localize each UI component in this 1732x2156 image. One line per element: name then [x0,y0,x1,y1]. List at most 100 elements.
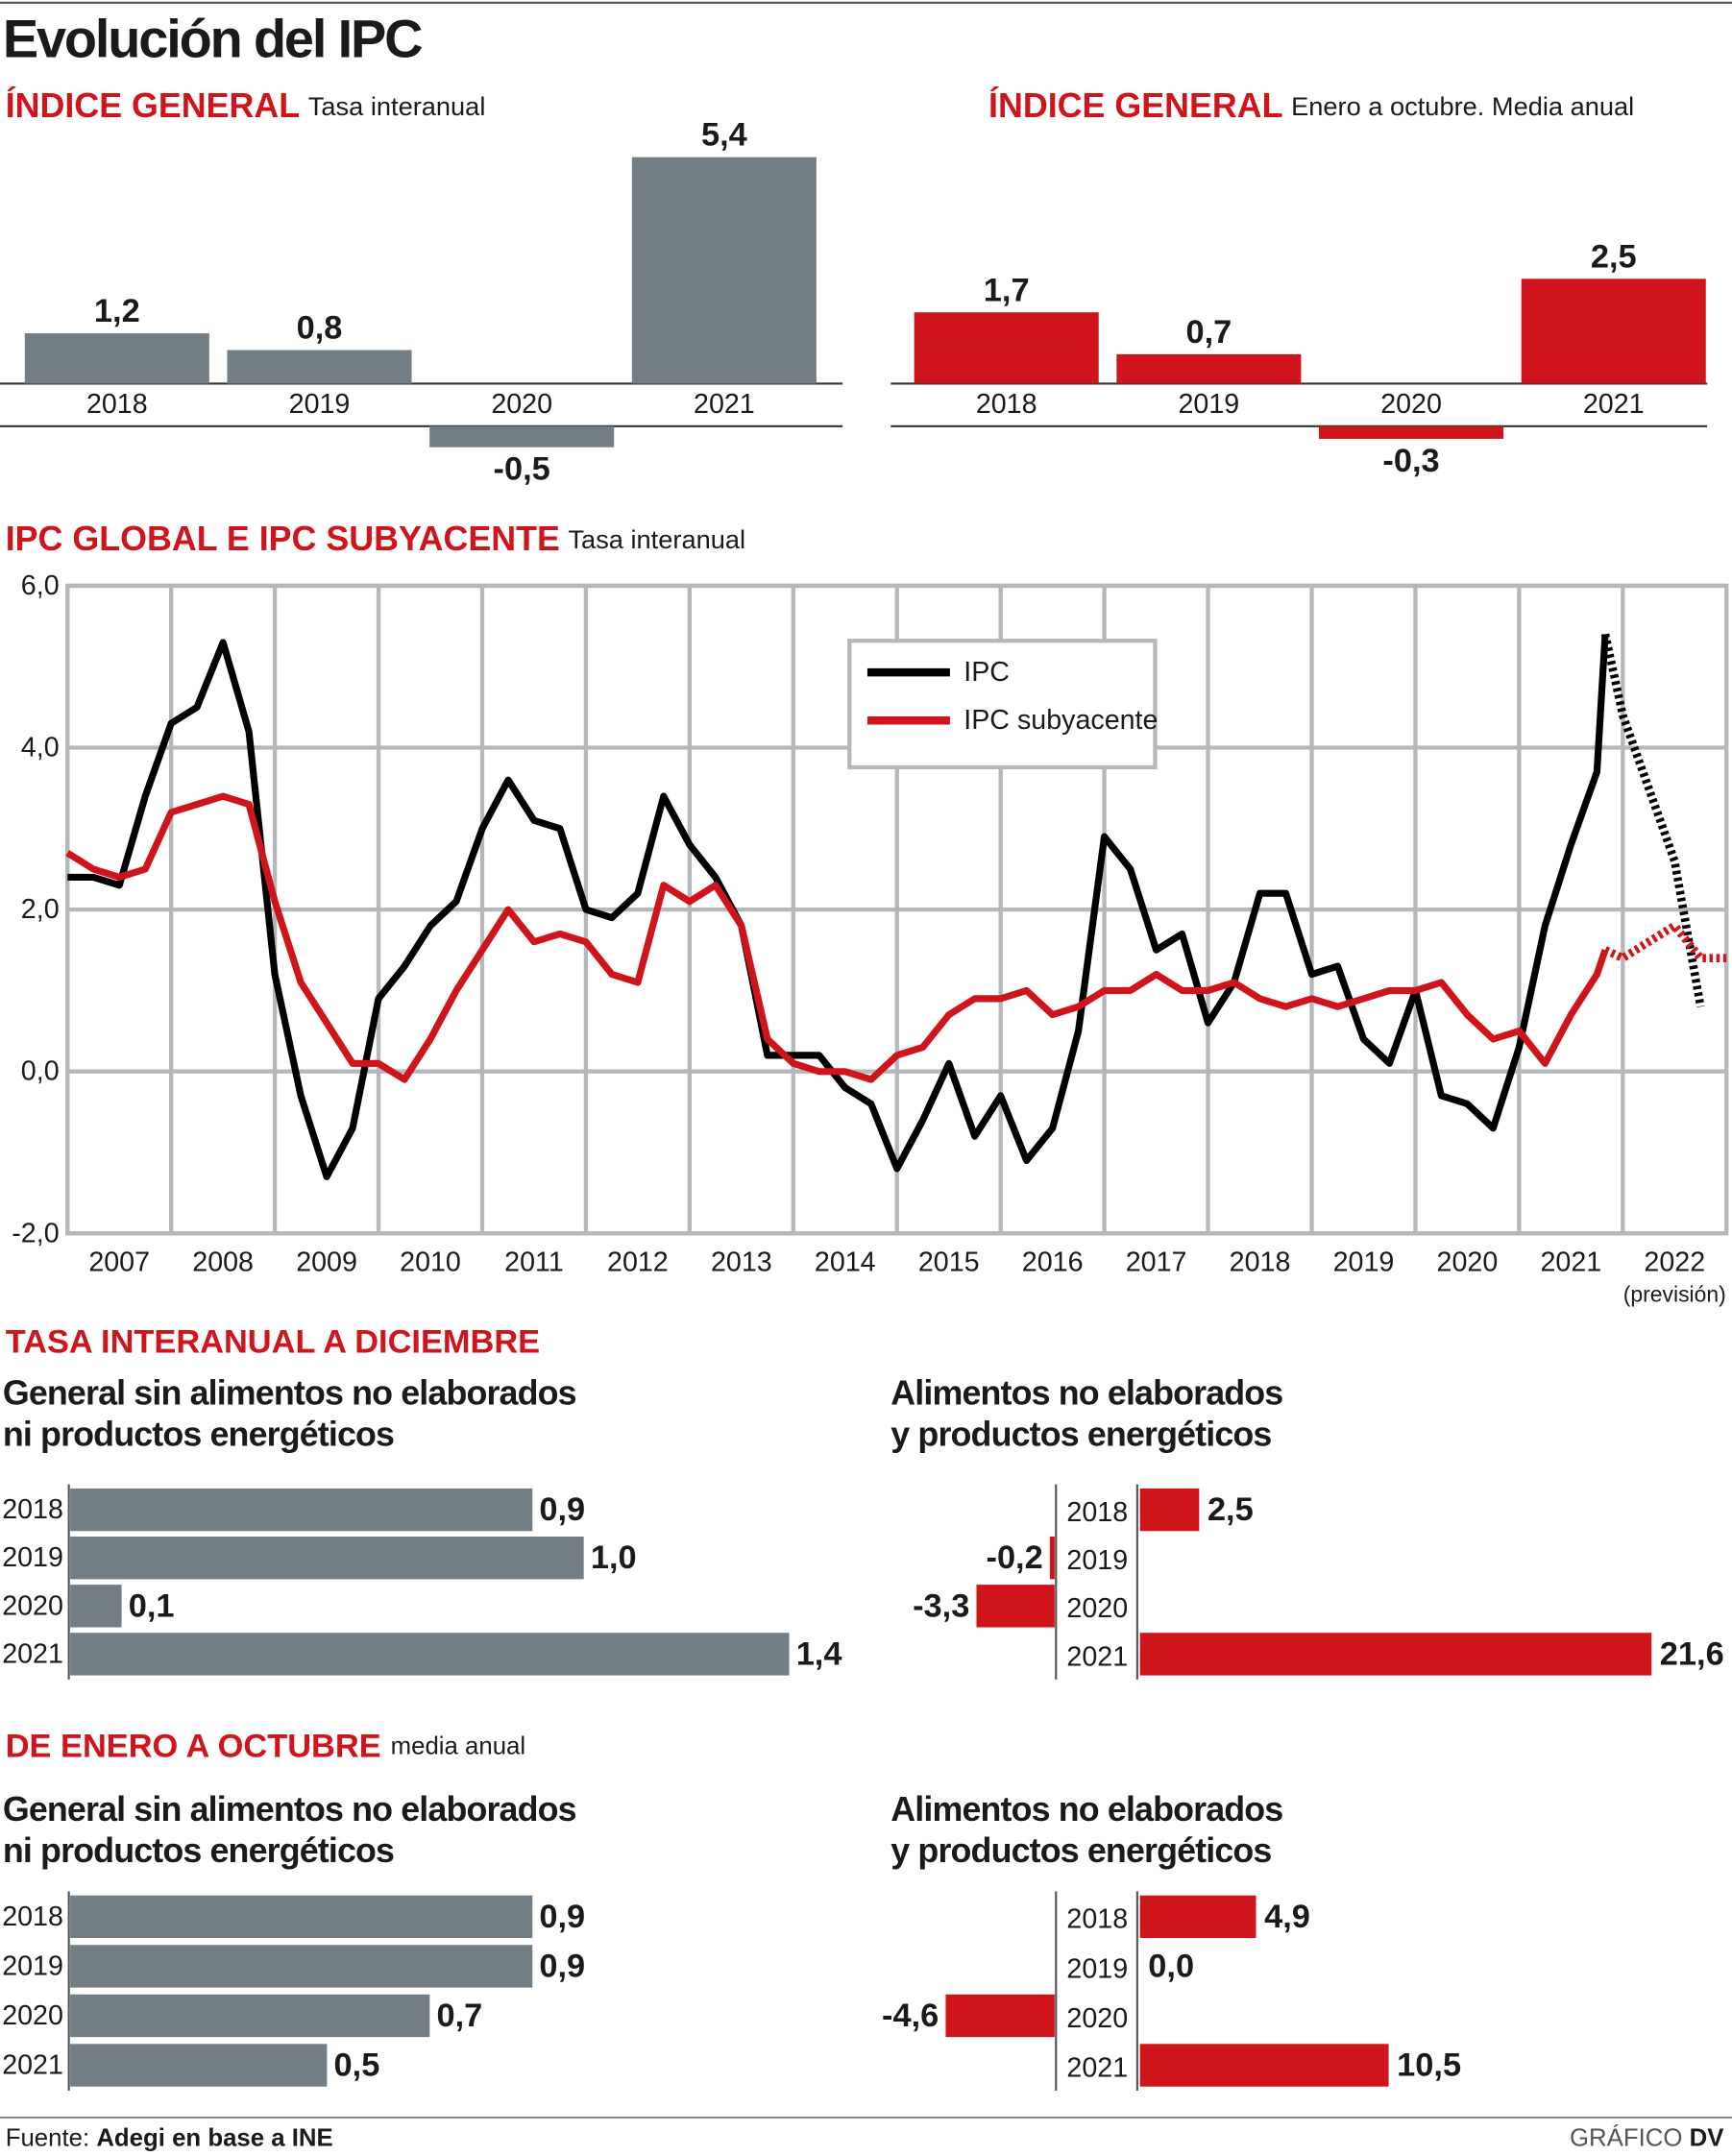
page-title: Evolución del IPC [3,9,422,69]
series-line [65,792,1609,1083]
y-tick-label: 2020 [1066,2003,1128,2034]
legend-label: IPC subyacente [964,705,1158,736]
y-tick-label: 2018 [2,1494,63,1525]
x-tick-label: 2021 [694,389,755,420]
y-tick-label: 0,0 [21,1056,60,1087]
value-label: 0,7 [436,1998,482,2034]
x-tick-label: 2012 [607,1247,669,1277]
bar [1116,353,1302,384]
y-tick-label: 2020 [2,2000,63,2031]
x-tick-label: 2017 [1126,1247,1187,1277]
y-tick-label: 4,0 [21,733,60,763]
bar [24,333,209,384]
y-tick-label: 2018 [1066,1497,1128,1528]
source: Fuente: Adegi en base a INE [6,2124,333,2151]
value-label: 10,5 [1397,2047,1461,2084]
x-tick-label: 2011 [504,1247,564,1277]
source-label: Fuente: [6,2124,89,2151]
x-tick-label: 2013 [711,1247,772,1277]
y-tick-label: 2019 [1066,1545,1128,1576]
bar [945,1994,1055,2038]
chart-heading: ÍNDICE GENERAL Tasa interanual [6,86,486,125]
chart-title: Alimentos no elaborados [890,1790,1282,1829]
value-label: 2,5 [1208,1491,1254,1528]
credit-text: DV [1690,2124,1725,2151]
group-heading: DE ENERO A OCTUBRE media anual [6,1728,525,1764]
y-tick-label: 2020 [2,1590,63,1621]
source-text: Adegi en base a INE [96,2124,332,2151]
bar [227,350,412,384]
legend-label: IPC [964,657,1010,688]
chart-subtitle: Tasa interanual [308,91,486,121]
value-label: 1,7 [984,272,1030,308]
bar [1521,279,1706,384]
value-label: 0,9 [539,1948,585,1984]
x-tick-label: 2016 [1022,1247,1084,1277]
bar [631,157,817,384]
y-tick-label: 2018 [2,1902,63,1932]
x-tick-label: 2020 [491,389,552,420]
bar [70,1536,584,1580]
x-tick-label: 2008 [192,1247,254,1277]
x-tick-label: 2019 [289,389,351,420]
value-label: 0,5 [334,2047,380,2084]
group-heading: TASA INTERANUAL A DICIEMBRE [6,1323,540,1360]
y-tick-label: 2019 [2,1950,63,1981]
x-tick-label: 2021 [1583,389,1645,420]
value-label: 0,9 [539,1491,585,1528]
x-tick-label: 2014 [815,1247,876,1277]
chart-title: ni productos energéticos [3,1831,394,1870]
bar [70,1945,533,1988]
value-label: 0,0 [1148,1948,1194,1984]
chart-title: General sin alimentos no elaborados [3,1373,576,1412]
value-label: 21,6 [1660,1635,1724,1672]
value-label: -0,3 [1382,443,1439,479]
y-tick-label: 2021 [1066,1641,1128,1672]
x-tick-label: 2009 [296,1247,357,1277]
group-title: TASA INTERANUAL A DICIEMBRE [6,1323,540,1360]
y-tick-label: 2021 [2,2050,63,2081]
forecast-line [1600,633,1705,1007]
value-label: -0,2 [987,1539,1043,1576]
credit-label: GRÁFICO [1570,2123,1682,2151]
chart-title: ni productos energéticos [3,1415,394,1453]
value-label: 1,2 [94,293,140,329]
group-subtitle: media anual [391,1732,525,1759]
chart-subtitle: Tasa interanual [568,524,745,554]
forecast-line [1603,921,1727,962]
group-title: DE ENERO A OCTUBRE [6,1728,381,1764]
y-tick-label: 2019 [2,1542,63,1573]
chart-title: y productos energéticos [890,1831,1271,1870]
x-tick-label: 2018 [1230,1247,1291,1277]
value-label: 0,9 [539,1899,585,1935]
y-tick-label: 2021 [1066,2052,1128,2083]
x-tick-label: 2018 [86,389,148,420]
chart-title: ÍNDICE GENERAL [988,86,1282,125]
x-tick-label: 2021 [1540,1247,1601,1277]
value-label: 0,1 [129,1587,175,1624]
bar [70,1994,430,2038]
bar [1139,1895,1256,1939]
series-line [67,634,1609,1180]
bar [1049,1536,1055,1580]
bar [1139,2044,1389,2087]
value-label: 0,8 [297,310,343,347]
chart-title: IPC GLOBAL E IPC SUBYACENTE [6,520,560,558]
x-tick-label: 2020 [1437,1247,1499,1277]
bar [70,1895,533,1939]
value-label: -4,6 [882,1998,939,2034]
x-tick-label: 2019 [1179,389,1240,420]
bar [70,1488,533,1532]
y-tick-label: -2,0 [12,1218,59,1248]
value-label: 4,9 [1264,1899,1310,1935]
bar [1139,1488,1200,1532]
bar [70,2044,328,2087]
x-tick-label: 2010 [400,1247,461,1277]
x-tick-label: 2019 [1333,1247,1395,1277]
bar [976,1585,1055,1628]
value-label: 1,4 [796,1635,842,1672]
chart-title: Alimentos no elaborados [890,1373,1282,1412]
y-tick-label: 2020 [1066,1593,1128,1624]
